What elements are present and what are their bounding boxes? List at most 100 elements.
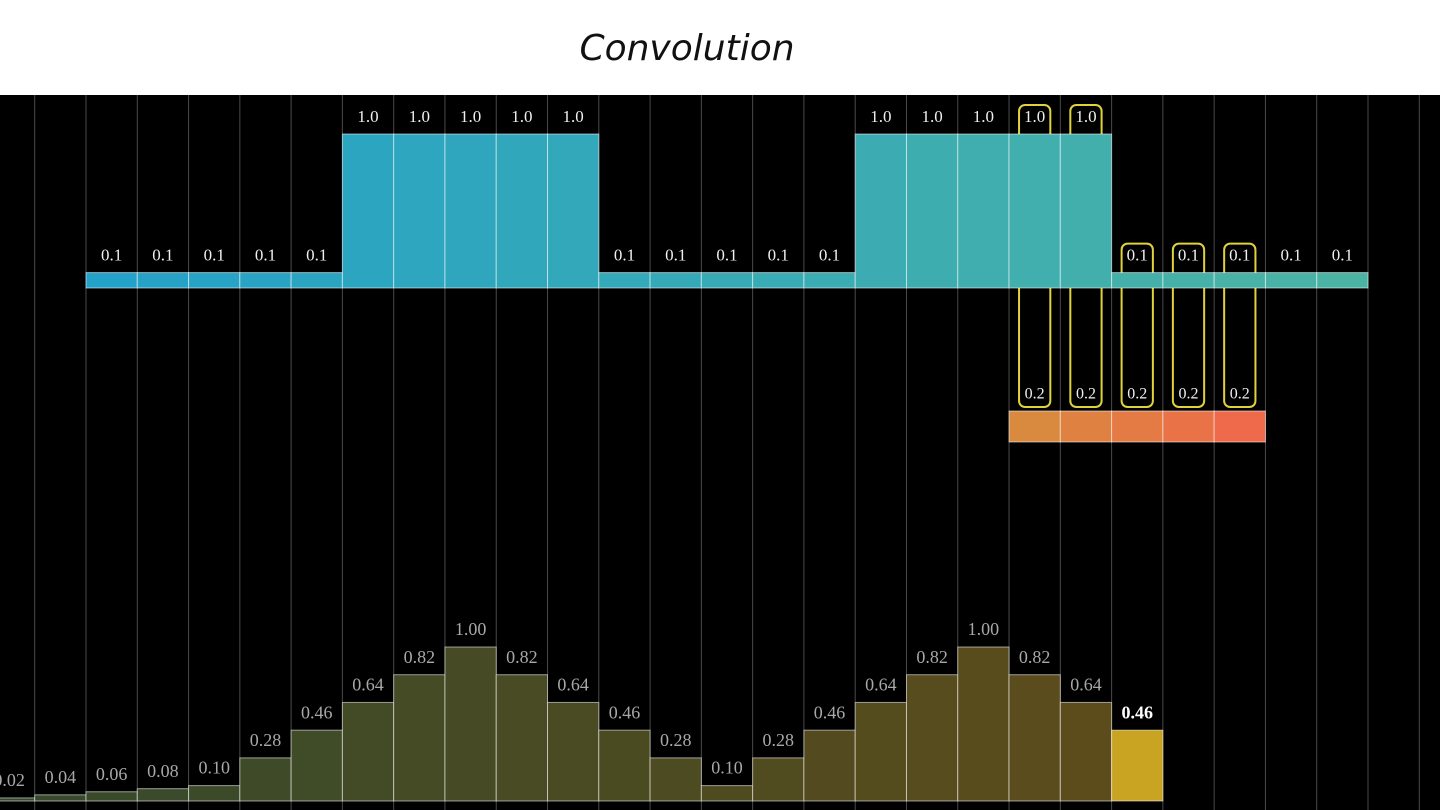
canvas-background [0, 95, 1440, 810]
value-label: 0.1 [1229, 246, 1250, 265]
value-label: 0.64 [352, 675, 384, 695]
bar [188, 272, 241, 289]
value-label: 1.0 [409, 107, 430, 126]
value-label: 0.08 [147, 761, 179, 781]
value-label: 0.1 [665, 246, 686, 265]
value-label: 1.00 [455, 619, 487, 639]
bar [957, 133, 1010, 289]
bar [547, 133, 600, 289]
value-label: 0.1 [768, 246, 789, 265]
value-label: 0.10 [711, 758, 743, 778]
value-label: 0.1 [1280, 246, 1301, 265]
value-label: 0.02 [0, 770, 25, 790]
bar [290, 272, 343, 289]
bar [85, 791, 138, 802]
bar [598, 272, 651, 289]
value-label: 0.1 [819, 246, 840, 265]
value-label: 0.2 [1127, 386, 1147, 403]
value-label: 0.28 [660, 730, 692, 750]
bar [1213, 272, 1266, 289]
bar [1059, 133, 1113, 289]
value-label: 0.82 [1019, 647, 1051, 667]
bar [444, 133, 497, 289]
bar [905, 133, 959, 289]
bar [1008, 410, 1061, 443]
value-label: 0.1 [1127, 246, 1148, 265]
value-label: 0.46 [609, 702, 641, 722]
value-label: 1.0 [870, 107, 891, 126]
value-label: 0.1 [204, 246, 225, 265]
value-label: 0.1 [255, 246, 276, 265]
bar [854, 133, 907, 289]
bar [649, 757, 702, 802]
bar [188, 785, 241, 802]
value-label: 0.64 [557, 675, 589, 695]
value-label: 0.28 [250, 730, 282, 750]
bar [1264, 272, 1318, 289]
bar [136, 272, 190, 289]
value-label: 1.0 [511, 107, 532, 126]
value-label: 0.06 [96, 764, 128, 784]
bar [239, 272, 292, 289]
value-label: 0.1 [306, 246, 327, 265]
bar [495, 674, 549, 802]
value-label: 1.0 [357, 107, 378, 126]
bar [1162, 272, 1215, 289]
bar [803, 272, 856, 289]
value-label: 1.00 [968, 619, 1000, 639]
value-label: 1.0 [563, 107, 584, 126]
value-label: 0.64 [1070, 675, 1102, 695]
bar [547, 701, 600, 802]
bar [700, 785, 754, 802]
bar [290, 729, 343, 802]
bar [905, 674, 959, 802]
value-label: 0.1 [1178, 246, 1199, 265]
value-label: 1.0 [1024, 107, 1045, 126]
kernel-window [1120, 242, 1154, 408]
bar [444, 646, 497, 802]
chart-title: Convolution [579, 28, 794, 69]
bar [649, 272, 702, 289]
value-label: 0.04 [45, 767, 77, 787]
bar [85, 272, 138, 289]
value-label: 1.0 [973, 107, 994, 126]
bar [803, 729, 856, 802]
value-label: 0.1 [716, 246, 737, 265]
bar [495, 133, 549, 289]
bar [341, 133, 395, 289]
value-label: 1.0 [1075, 107, 1096, 126]
bar [239, 757, 292, 802]
value-label: 0.1 [614, 246, 635, 265]
kernel-window [1223, 242, 1257, 408]
bar [598, 729, 651, 802]
bar [1008, 133, 1061, 289]
value-label: 0.2 [1025, 386, 1045, 403]
bar [1008, 674, 1061, 802]
value-label: 0.1 [152, 246, 173, 265]
bar [341, 701, 395, 802]
value-label: 0.64 [865, 675, 897, 695]
value-label: 0.46 [814, 702, 846, 722]
bar [1316, 272, 1369, 289]
bar [700, 272, 754, 289]
value-label: 0.1 [1332, 246, 1353, 265]
bar [1111, 272, 1164, 289]
value-label: 0.1 [101, 246, 122, 265]
value-label: 0.82 [916, 647, 948, 667]
kernel-window [1171, 242, 1206, 408]
bar [854, 701, 907, 802]
bar [957, 646, 1010, 802]
bar [1111, 410, 1164, 443]
bar [1213, 410, 1266, 443]
value-label: 1.0 [921, 107, 942, 126]
value-label: 1.0 [460, 107, 481, 126]
value-label: 0.46 [1121, 702, 1153, 722]
value-label: 0.10 [198, 758, 230, 778]
bar [1111, 729, 1164, 802]
bar [1162, 410, 1215, 443]
bar [0, 797, 36, 802]
value-label: 0.82 [404, 647, 436, 667]
value-label: 0.82 [506, 647, 538, 667]
